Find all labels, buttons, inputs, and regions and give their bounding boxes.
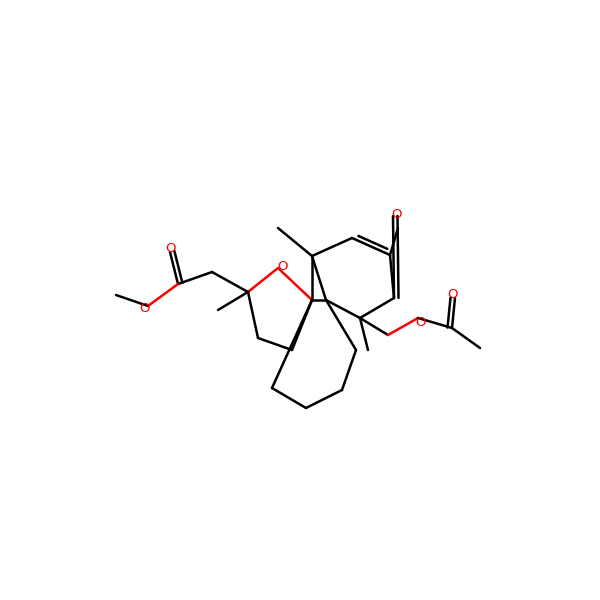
Text: O: O xyxy=(392,208,402,220)
Text: O: O xyxy=(448,289,458,301)
Text: O: O xyxy=(415,316,425,329)
Text: O: O xyxy=(278,259,288,272)
Text: O: O xyxy=(165,242,175,256)
Text: O: O xyxy=(139,301,149,314)
